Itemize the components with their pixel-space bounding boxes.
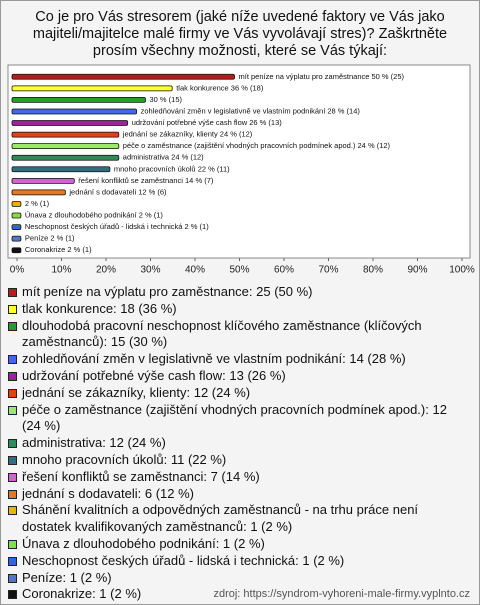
legend-swatch	[8, 321, 17, 331]
bar	[11, 177, 75, 184]
bar	[11, 85, 173, 92]
legend-swatch	[8, 388, 17, 398]
legend: mít peníze na výplatu pro zaměstnance: 2…	[8, 284, 466, 603]
legend-swatch	[8, 539, 17, 549]
legend-item: Peníze: 1 (2 %)	[8, 570, 466, 587]
bar	[11, 154, 120, 161]
legend-label: mnoho pracovních úkolů: 11 (22 %)	[22, 451, 227, 467]
legend-item: Únava z dlouhodobého podnikání: 1 (2 %)	[8, 536, 466, 553]
chart: 0% 10% 20% 30% 40% 50% 60% 70% 80% 90% 100% mít pen…	[7, 64, 475, 276]
legend-swatch	[8, 573, 17, 583]
bar-label: administrativa 24 % (12)	[123, 153, 204, 162]
bar-label: jednání se zákazníky, klienty 24 % (12)	[122, 130, 253, 139]
bar-label: 30 % (15)	[150, 95, 183, 104]
x-tick-label: 100%	[449, 265, 475, 276]
bar	[11, 143, 120, 150]
legend-swatch	[8, 455, 17, 465]
x-tick-label: 10%	[51, 265, 71, 276]
legend-label: dlouhodobá pracovní neschopnost klíčovéh…	[22, 317, 422, 350]
legend-swatch	[8, 371, 17, 381]
bar-label: řešení konfliktů se zaměstnanci 14 % (7)	[78, 176, 214, 185]
bar	[11, 201, 22, 207]
legend-label: Únava z dlouhodobého podnikání: 1 (2 %)	[22, 535, 265, 551]
legend-label: jednání s dodavateli: 6 (12 %)	[22, 485, 194, 501]
legend-swatch	[8, 405, 17, 415]
legend-label: Peníze: 1 (2 %)	[22, 569, 112, 585]
legend-swatch	[8, 472, 17, 482]
legend-item: péče o zaměstnance (zajištění vhodných p…	[8, 402, 466, 436]
bar	[11, 131, 120, 138]
x-tick-label: 20%	[96, 265, 116, 276]
bar	[11, 212, 22, 219]
bar	[11, 189, 66, 196]
legend-item: tlak konkurence: 18 (36 %)	[8, 301, 466, 318]
legend-label: administrativa: 12 (24 %)	[22, 435, 166, 451]
legend-label: zohledňování změn v legislativně ve vlas…	[22, 351, 406, 367]
bar	[11, 108, 137, 115]
bar	[11, 247, 22, 254]
legend-swatch	[8, 288, 17, 297]
legend-label: udržování potřebné výše cash flow: 13 (2…	[22, 367, 286, 383]
bar-label: péče o zaměstnance (zajištění vhodných p…	[123, 141, 391, 150]
bar	[11, 73, 235, 80]
legend-item: Coronakrize: 1 (2 %)	[8, 586, 466, 603]
legend-label: Coronakrize: 1 (2 %)	[22, 586, 142, 602]
legend-item: řešení konfliktů se zaměstnanci: 7 (14 %…	[8, 469, 466, 486]
bar-label: udržování potřebné výše cash flow 26 % (…	[132, 118, 283, 127]
legend-item: jednání s dodavateli: 6 (12 %)	[8, 486, 466, 503]
legend-item: zohledňování změn v legislativně ve vlas…	[8, 351, 466, 368]
legend-label: řešení konfliktů se zaměstnanci: 7 (14 %…	[22, 468, 260, 484]
legend-swatch	[8, 304, 17, 314]
bar-label: 2 % (1)	[25, 199, 50, 208]
legend-item: udržování potřebné výše cash flow: 13 (2…	[8, 368, 466, 385]
legend-swatch	[8, 590, 17, 600]
x-tick-label: 30%	[140, 265, 160, 276]
x-tick-label: 60%	[274, 265, 294, 276]
bar-label: zohledňování změn v legislativně ve vlas…	[141, 106, 361, 115]
bar	[11, 120, 129, 126]
bar-label: jednání s dodavateli 12 % (6)	[68, 187, 167, 196]
bar	[11, 224, 22, 230]
legend-label: mít peníze na výplatu pro zaměstnance: 2…	[22, 284, 313, 299]
x-tick-label: 0%	[10, 265, 25, 276]
bar-label: mnoho pracovních úkolů 22 % (11)	[114, 164, 230, 173]
legend-swatch	[8, 439, 17, 449]
chart-title: Co je pro Vás stresorem (jaké níže uvede…	[32, 9, 448, 59]
bar	[11, 235, 22, 242]
bar	[11, 166, 111, 173]
legend-label: Neschopnost českých úřadů - lidská i tec…	[22, 552, 345, 568]
legend-label: jednání se zákazníky, klienty: 12 (24 %)	[22, 384, 251, 400]
legend-label: péče o zaměstnance (zajištění vhodných p…	[22, 401, 447, 434]
bar-label: Peníze 2 % (1)	[25, 234, 75, 243]
bar-label: Neschopnost českých úřadů - lidská i tec…	[25, 222, 209, 231]
bar	[11, 97, 146, 103]
x-tick-label: 90%	[407, 265, 427, 276]
legend-item: administrativa: 12 (24 %)	[8, 435, 466, 452]
x-tick-label: 40%	[185, 265, 205, 276]
bar-label: Coronakrize 2 % (1)	[25, 245, 92, 254]
legend-item: Shánění kvalitních a odpovědných zaměstn…	[8, 502, 466, 536]
legend-swatch	[8, 506, 17, 516]
legend-label: tlak konkurence: 18 (36 %)	[22, 300, 177, 316]
legend-swatch	[8, 489, 17, 499]
legend-swatch	[8, 556, 17, 566]
legend-item: Neschopnost českých úřadů - lidská i tec…	[8, 553, 466, 570]
legend-label: Shánění kvalitních a odpovědných zaměstn…	[22, 502, 419, 535]
bar-label: Únava z dlouhodobého podnikání 2 % (1)	[25, 211, 164, 220]
bar-label: mít peníze na výplatu pro zaměstnance 50…	[239, 72, 405, 81]
legend-item: dlouhodobá pracovní neschopnost klíčovéh…	[8, 318, 466, 352]
legend-item: jednání se zákazníky, klienty: 12 (24 %)	[8, 385, 466, 402]
x-tick-label: 70%	[318, 265, 338, 276]
x-tick-label: 80%	[363, 265, 383, 276]
x-tick-label: 50%	[229, 265, 249, 276]
legend-item: mít peníze na výplatu pro zaměstnance: 2…	[8, 284, 466, 301]
legend-swatch	[8, 355, 17, 365]
legend-item: mnoho pracovních úkolů: 11 (22 %)	[8, 452, 466, 469]
bar-label: tlak konkurence 36 % (18)	[176, 83, 264, 92]
source: zdroj: https://syndrom-vyhoreni-male-fir…	[213, 588, 470, 600]
